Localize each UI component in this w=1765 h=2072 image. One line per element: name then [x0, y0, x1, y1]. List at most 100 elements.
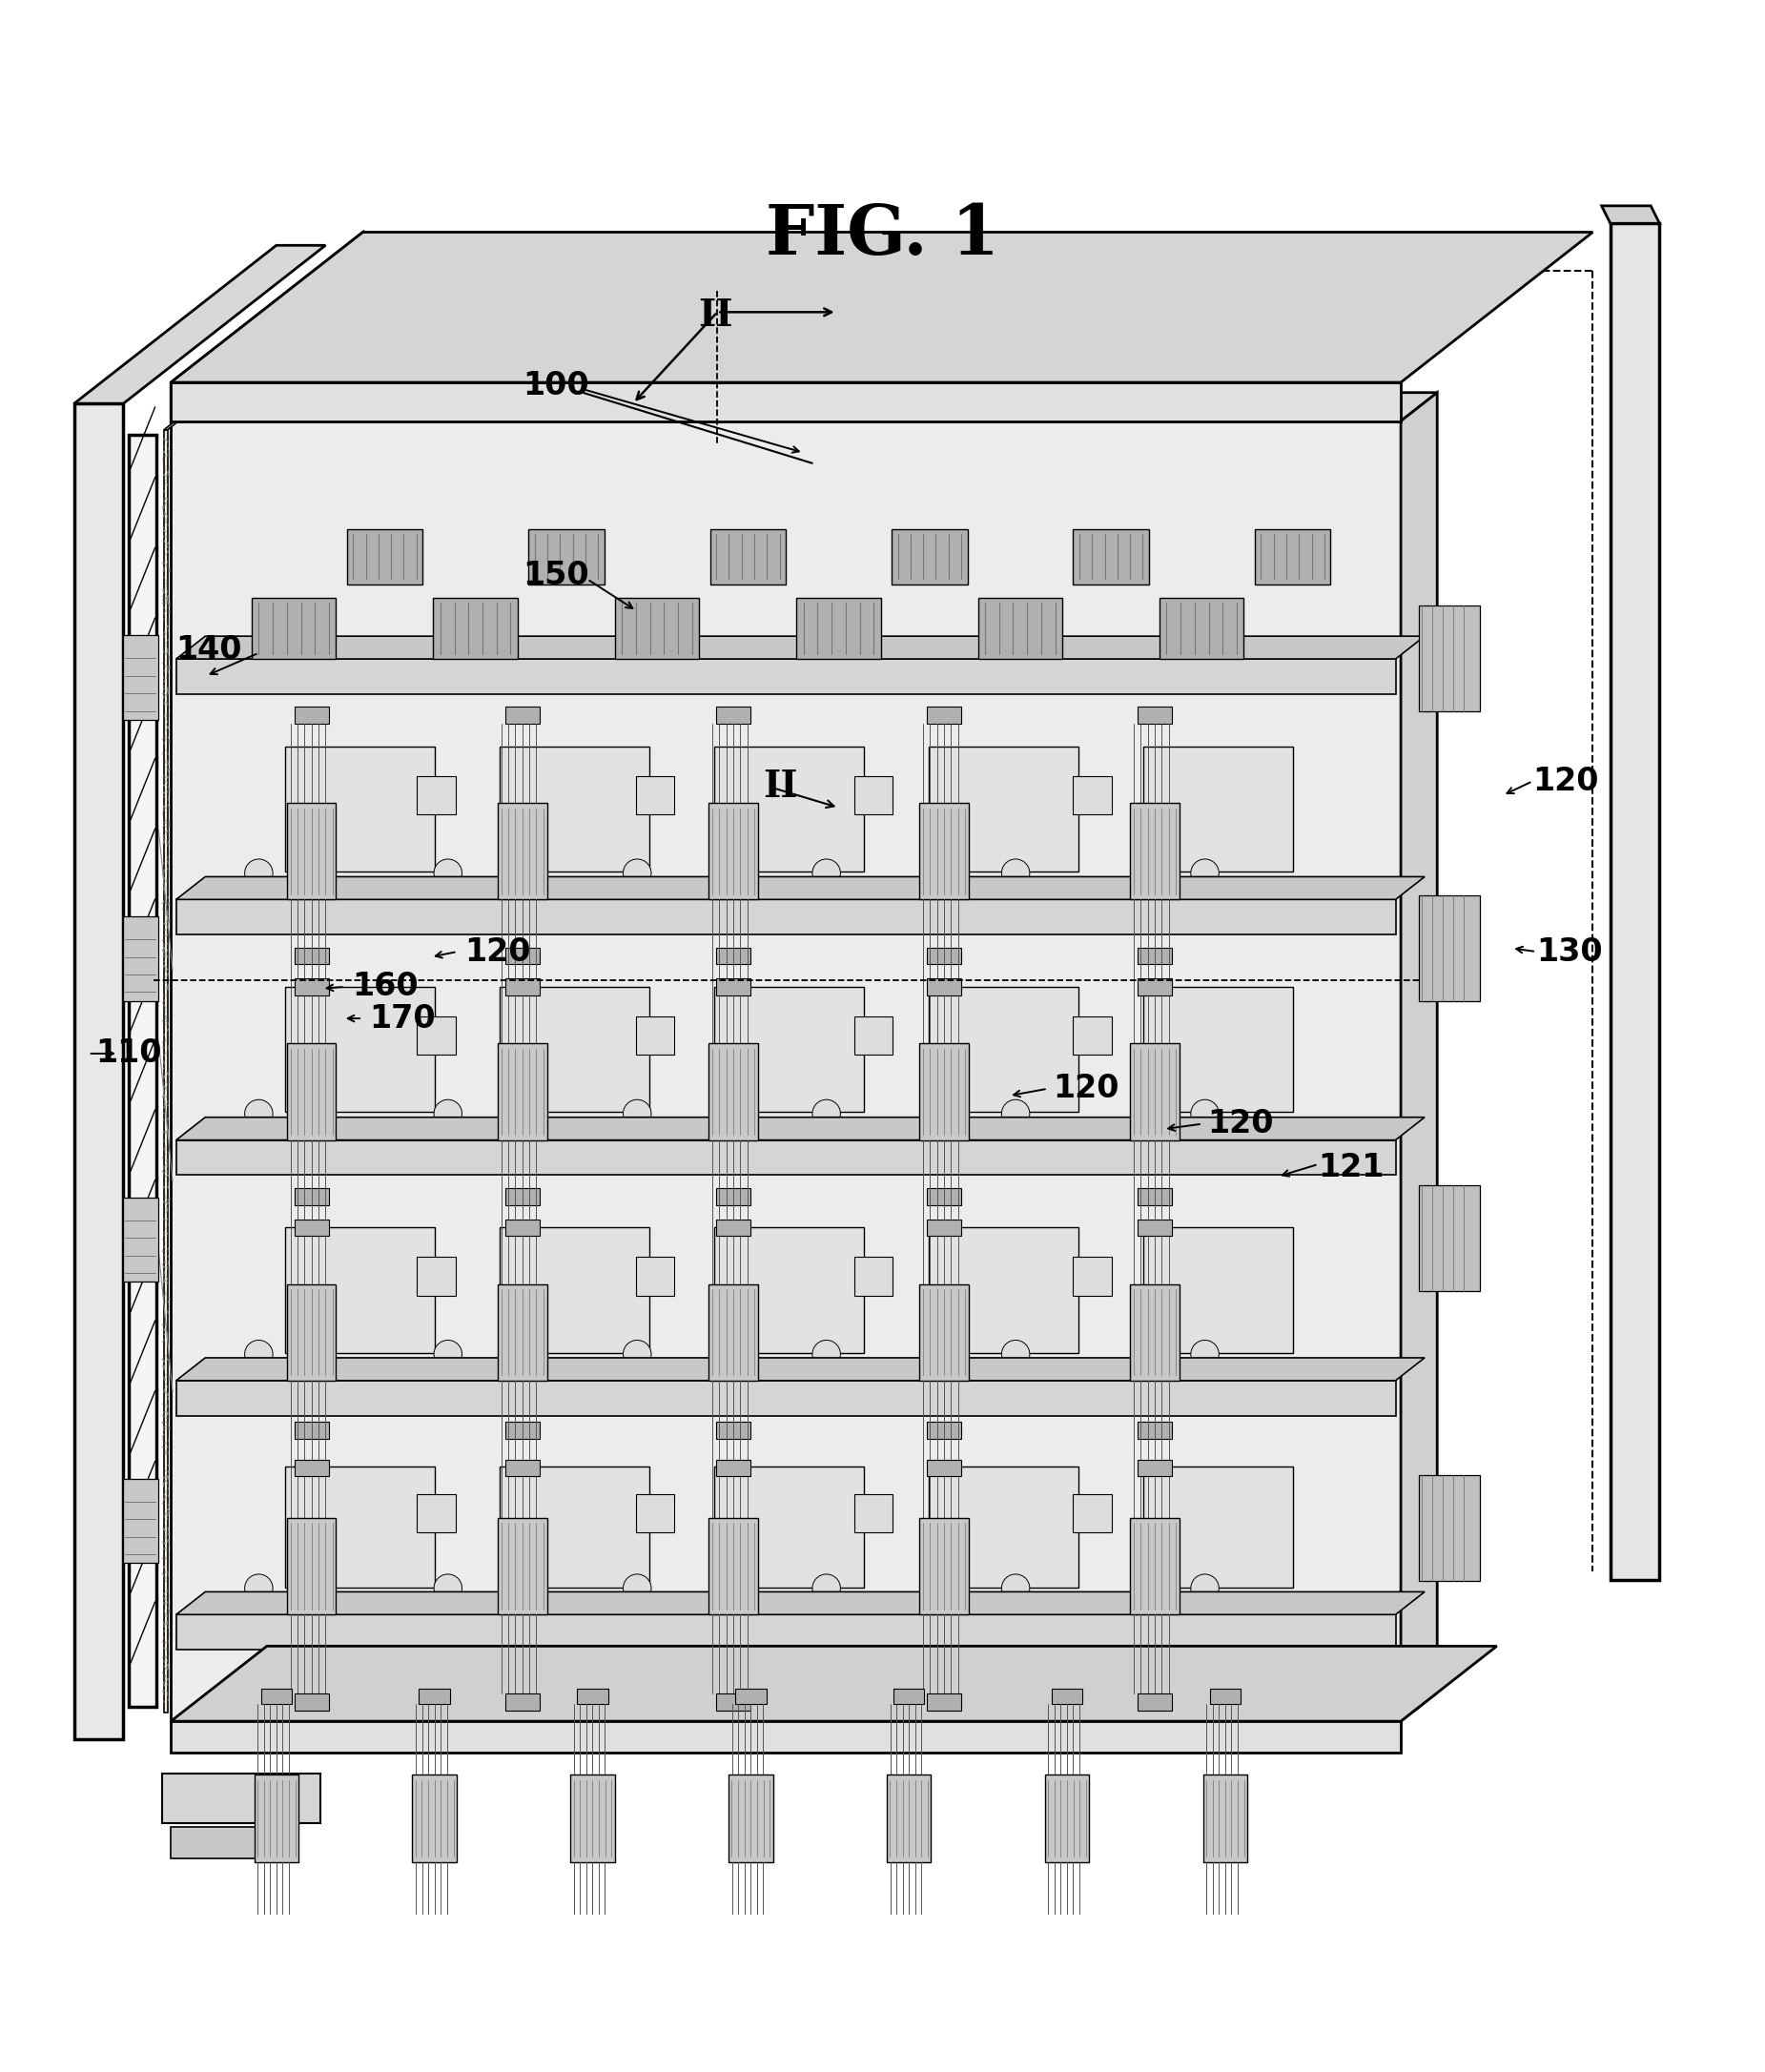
Bar: [920, 1044, 969, 1140]
Point: [152, 1374, 180, 1407]
Point: [154, 1606, 182, 1639]
Point: [152, 970, 180, 1003]
Point: [154, 1343, 182, 1376]
Polygon shape: [171, 232, 1592, 383]
Bar: [1144, 1227, 1292, 1353]
Point: [152, 941, 180, 974]
Point: [150, 1585, 178, 1618]
Point: [148, 572, 177, 605]
Bar: [928, 746, 1078, 872]
Point: [152, 829, 180, 862]
Point: [154, 1682, 182, 1716]
Bar: [1052, 1689, 1082, 1703]
Point: [152, 887, 180, 920]
Polygon shape: [171, 421, 1401, 1722]
Point: [150, 905, 178, 939]
Point: [148, 1676, 177, 1709]
Point: [152, 680, 180, 713]
Point: [148, 1249, 177, 1283]
Circle shape: [1191, 1575, 1220, 1602]
Point: [154, 1604, 182, 1637]
Point: [150, 995, 178, 1028]
Point: [150, 1001, 178, 1034]
Point: [152, 526, 180, 559]
Point: [152, 893, 180, 926]
Bar: [1209, 1933, 1241, 1948]
Point: [154, 746, 182, 779]
Point: [150, 1148, 178, 1181]
Point: [152, 1479, 180, 1513]
Point: [150, 1312, 178, 1345]
Point: [152, 1436, 180, 1469]
Point: [154, 1135, 182, 1169]
Point: [152, 810, 180, 843]
Point: [150, 1413, 178, 1446]
Point: [150, 1123, 178, 1156]
Point: [155, 1428, 184, 1461]
Point: [154, 901, 182, 934]
Point: [150, 1080, 178, 1113]
Point: [154, 736, 182, 769]
Point: [155, 845, 184, 879]
Point: [150, 675, 178, 709]
Text: II: II: [697, 298, 732, 334]
Bar: [1419, 605, 1479, 711]
Point: [148, 499, 177, 533]
Point: [150, 908, 178, 941]
Bar: [1138, 707, 1172, 723]
Point: [154, 1295, 182, 1328]
Point: [150, 1218, 178, 1251]
Point: [150, 1345, 178, 1378]
Point: [152, 1651, 180, 1685]
Point: [154, 1266, 182, 1299]
Polygon shape: [1401, 392, 1437, 1722]
Bar: [1144, 746, 1292, 872]
Point: [154, 499, 182, 533]
Point: [155, 582, 184, 615]
Point: [152, 1185, 180, 1218]
Point: [150, 1059, 178, 1092]
Point: [154, 1616, 182, 1649]
Bar: [854, 1494, 893, 1533]
Point: [150, 1608, 178, 1641]
Point: [150, 725, 178, 758]
Bar: [499, 986, 650, 1113]
Bar: [1419, 1475, 1479, 1581]
Point: [154, 673, 182, 707]
Point: [155, 698, 184, 731]
Point: [154, 1459, 182, 1492]
Point: [154, 1003, 182, 1036]
Point: [150, 1046, 178, 1080]
Point: [152, 1285, 180, 1318]
Point: [154, 721, 182, 754]
Point: [150, 1154, 178, 1187]
Point: [154, 1011, 182, 1044]
Point: [152, 678, 180, 711]
Bar: [1073, 775, 1112, 814]
Point: [154, 1007, 182, 1040]
Point: [148, 491, 177, 524]
Point: [150, 489, 178, 522]
Point: [150, 897, 178, 930]
Point: [150, 1496, 178, 1529]
Bar: [288, 1285, 335, 1380]
Point: [152, 584, 180, 617]
Bar: [528, 528, 604, 584]
Point: [154, 957, 182, 990]
Bar: [893, 1689, 925, 1703]
Point: [150, 1664, 178, 1697]
Point: [152, 990, 180, 1024]
Point: [152, 1003, 180, 1036]
Point: [150, 945, 178, 978]
Bar: [498, 802, 547, 899]
Point: [154, 1525, 182, 1558]
Point: [152, 1498, 180, 1531]
Point: [155, 1579, 184, 1612]
Bar: [708, 1285, 757, 1380]
Point: [152, 1080, 180, 1113]
Bar: [1138, 1421, 1172, 1438]
Point: [154, 754, 182, 787]
Point: [150, 723, 178, 756]
Polygon shape: [177, 1591, 1424, 1614]
Point: [150, 984, 178, 1017]
